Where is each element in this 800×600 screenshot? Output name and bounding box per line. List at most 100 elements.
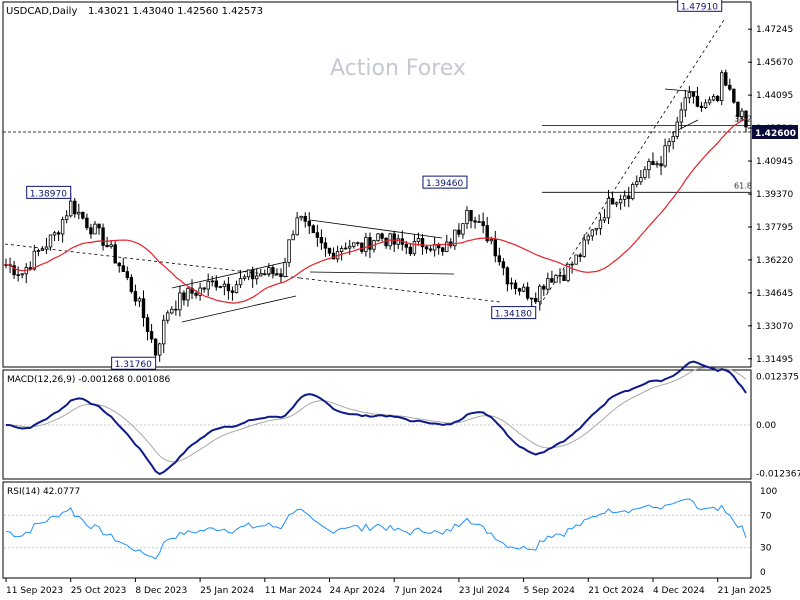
candle-body: [602, 217, 607, 221]
candle-body: [206, 280, 210, 290]
time-tick-label: 7 Jun 2024: [394, 586, 443, 596]
candle-body: [408, 246, 413, 255]
candle-body: [639, 177, 643, 183]
watermark: Action Forex: [330, 56, 466, 81]
candle-body: [703, 102, 708, 109]
candle-body: [554, 274, 558, 283]
candle-body: [246, 269, 251, 278]
candle-body: [412, 241, 417, 255]
candle-body: [137, 298, 142, 302]
candle-body: [368, 237, 372, 250]
candle-body: [428, 248, 433, 251]
candle-body: [226, 283, 231, 292]
moving-average-line: [5, 118, 747, 304]
candle-body: [485, 225, 489, 242]
time-tick-label: 25 Oct 2023: [71, 586, 127, 596]
candle-body: [339, 248, 344, 252]
macd-signal-line: [6, 367, 747, 463]
candle-body: [614, 202, 619, 205]
price-tick-label: 1.36220: [756, 256, 793, 266]
candle-body: [635, 181, 639, 185]
rsi-tick-label: 30: [760, 544, 772, 554]
candle-body: [263, 273, 267, 276]
candle-body: [618, 198, 623, 204]
time-tick-label: 25 Jan 2024: [200, 586, 254, 596]
candle-body: [279, 273, 283, 277]
price-annotation-box: [111, 356, 157, 370]
price-tick-label: 1.44095: [756, 91, 793, 101]
price-tick-label: 1.45670: [756, 58, 793, 68]
time-tick-label: 24 Apr 2024: [330, 586, 386, 596]
candle-body: [622, 195, 627, 200]
price-tick-label: 1.39370: [756, 190, 793, 200]
candle-body: [728, 84, 732, 90]
candle-body: [12, 265, 16, 276]
candle-body: [271, 267, 275, 275]
candle-body: [659, 163, 663, 167]
candle-body: [598, 219, 603, 229]
candle-body: [73, 200, 77, 215]
candle-body: [222, 283, 227, 288]
candles: [4, 69, 748, 362]
trend-line: [171, 261, 287, 289]
rsi-tick-label: 0: [760, 568, 766, 578]
rsi-layer: 100 70 30 0: [4, 487, 777, 578]
candle-body: [153, 338, 158, 356]
trend-line: [539, 19, 725, 306]
candle-body: [52, 232, 57, 236]
candle-body: [36, 250, 41, 252]
candle-body: [198, 287, 202, 296]
candle-body: [489, 239, 493, 242]
price-tick-label: 1.33070: [756, 322, 793, 332]
candle-body: [113, 244, 117, 264]
candle-body: [360, 242, 364, 252]
candle-body: [663, 145, 667, 167]
candle-body: [311, 225, 316, 234]
price-annotation-box: [677, 0, 723, 12]
candle-body: [586, 235, 590, 241]
price-annotation-label: 1.34180: [495, 310, 532, 320]
price-tick-label: 1.31495: [756, 355, 793, 365]
candle-body: [715, 95, 720, 101]
candle-body: [275, 273, 279, 275]
candle-body: [69, 200, 73, 217]
time-tick-label: 23 Jul 2024: [459, 586, 510, 596]
price-annotation-box: [422, 175, 468, 189]
time-tick-label: 4 Dec 2024: [653, 586, 705, 596]
price-axis: 1.472451.456701.440951.425201.409451.393…: [748, 25, 798, 365]
candle-body: [683, 97, 688, 111]
candle-body: [125, 271, 130, 278]
price-annotation-label: 1.47910: [681, 2, 718, 12]
candle-body: [56, 232, 61, 235]
candle-body: [44, 246, 49, 250]
current-price-tag: [752, 125, 798, 139]
time-axis: 11 Sep 2023 25 Oct 2023 8 Dec 2023 25 Jan 2…: [5, 578, 772, 596]
candle-body: [141, 298, 146, 319]
candle-body: [170, 308, 174, 314]
candle-body: [691, 92, 696, 97]
candle-body: [384, 237, 388, 247]
candle-body: [218, 286, 223, 288]
candle-body: [720, 72, 724, 101]
price-annotation-box: [26, 185, 72, 199]
trend-line: [4, 243, 301, 279]
candle-body: [655, 163, 659, 166]
candle-body: [295, 217, 299, 236]
candle-body: [534, 297, 538, 303]
fib-level-label: 38.2: [734, 114, 752, 123]
candle-body: [133, 291, 138, 302]
candle-body: [48, 234, 53, 248]
candle-body: [40, 248, 45, 251]
candle-body: [736, 101, 740, 117]
time-tick-label: 11 Sep 2023: [6, 586, 63, 596]
candle-body: [711, 95, 716, 101]
candle-body: [230, 290, 235, 293]
candle-body: [149, 331, 154, 340]
candle-body: [28, 267, 32, 270]
candle-body: [542, 285, 546, 290]
candle-body: [81, 211, 85, 219]
candle-body: [453, 229, 457, 247]
candle-body: [590, 229, 595, 237]
candle-body: [699, 105, 704, 109]
